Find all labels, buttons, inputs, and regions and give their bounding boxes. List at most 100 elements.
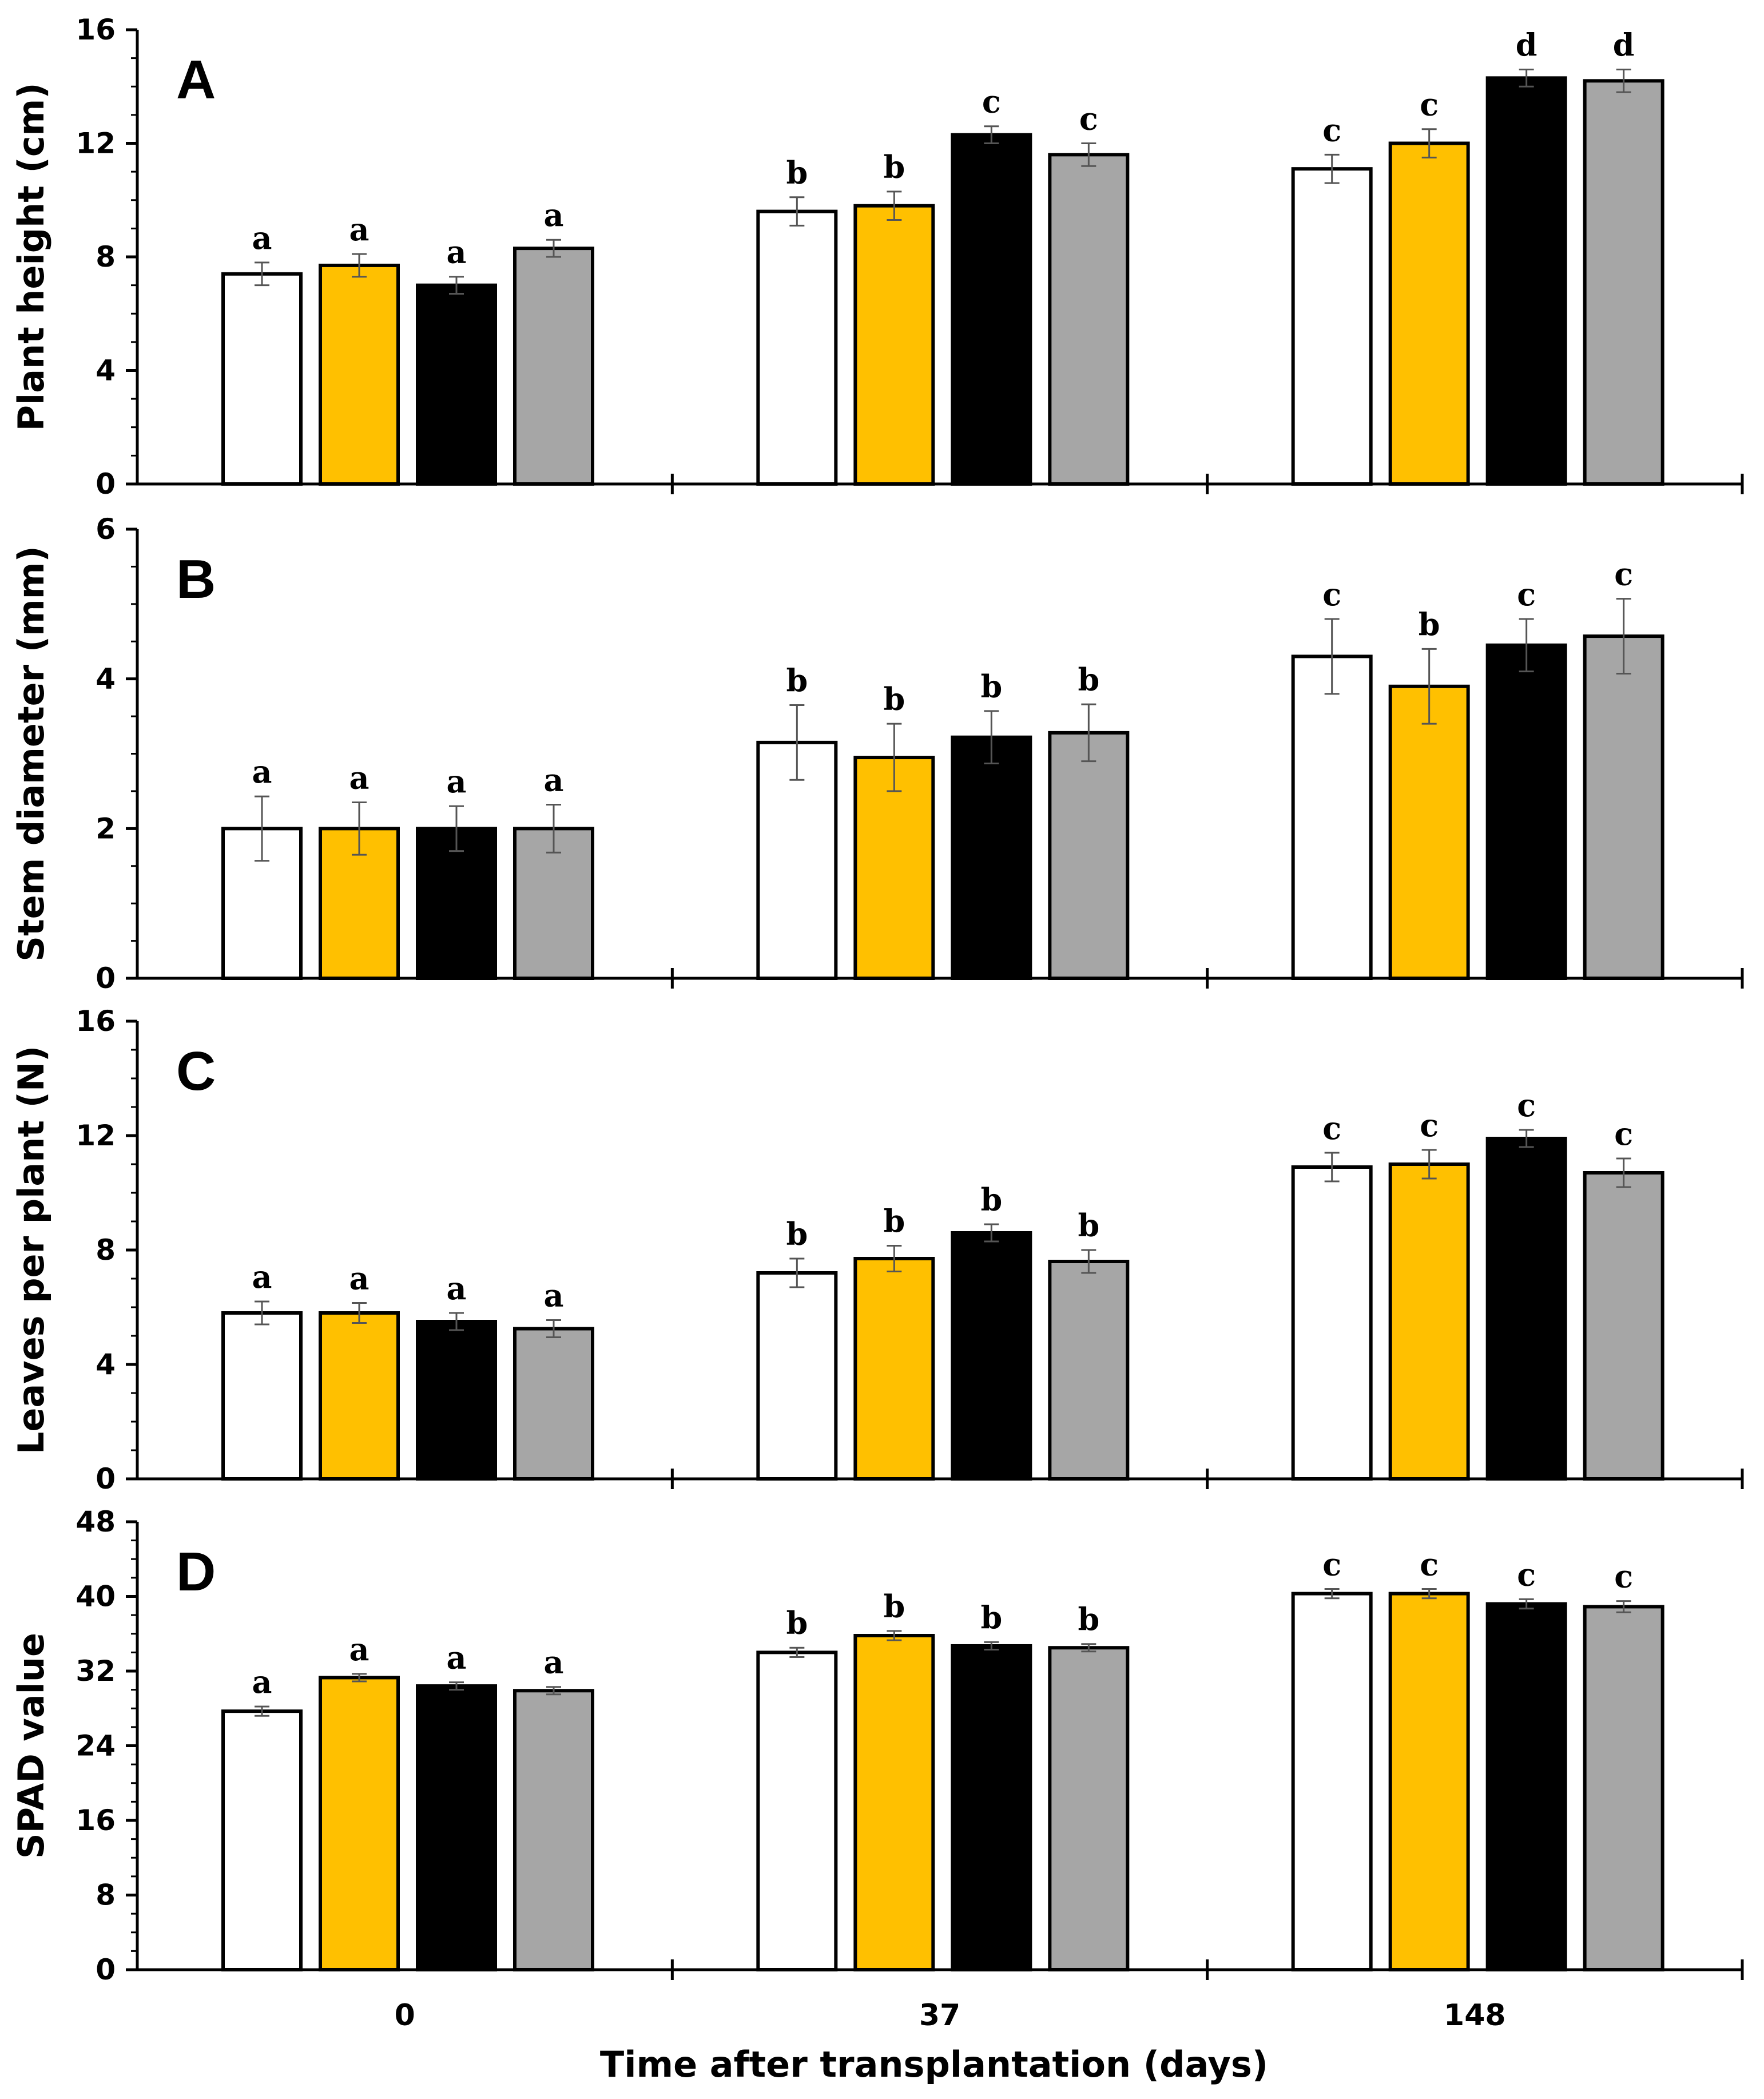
bar bbox=[1585, 1606, 1663, 1970]
bar bbox=[1050, 1648, 1127, 1970]
significance-label: b bbox=[786, 1605, 808, 1641]
significance-label: b bbox=[980, 1181, 1002, 1218]
bar bbox=[1585, 636, 1663, 978]
significance-label: a bbox=[447, 763, 467, 800]
bar bbox=[320, 1313, 398, 1479]
bar bbox=[758, 212, 836, 484]
bar bbox=[1390, 687, 1468, 978]
bar bbox=[1293, 1594, 1371, 1970]
y-tick-label: 8 bbox=[96, 1879, 116, 1912]
bar bbox=[1488, 645, 1566, 978]
y-axis-label: Leaves per plant (N) bbox=[10, 1046, 52, 1454]
panel-letter: A bbox=[176, 49, 216, 110]
bar bbox=[952, 135, 1030, 484]
significance-label: b bbox=[980, 668, 1002, 705]
significance-label: a bbox=[349, 211, 370, 248]
significance-label: a bbox=[447, 1640, 467, 1676]
significance-label: b bbox=[1078, 1207, 1099, 1244]
y-tick-label: 0 bbox=[96, 1953, 116, 1986]
y-tick-label: 4 bbox=[96, 1348, 116, 1381]
significance-label: c bbox=[1614, 1558, 1633, 1595]
y-axis-label: Plant height (cm) bbox=[10, 82, 52, 431]
significance-label: a bbox=[252, 220, 272, 256]
significance-label: a bbox=[544, 197, 564, 233]
significance-label: c bbox=[1420, 86, 1439, 123]
bar bbox=[223, 1313, 301, 1479]
significance-label: a bbox=[544, 761, 564, 798]
bar bbox=[223, 1711, 301, 1970]
y-tick-label: 40 bbox=[76, 1580, 116, 1613]
y-tick-label: 12 bbox=[76, 1119, 116, 1152]
significance-label: b bbox=[1078, 1601, 1099, 1638]
panel-A: 0 4 8 12 16 Plant height (cm) Aa a a a b b c c c c d d bbox=[10, 13, 1742, 501]
panel-D: 0 8 16 24 32 40 48 SPAD value Da a a a 0 b b b b 37 c c c c 14… bbox=[10, 1505, 1742, 2085]
bar bbox=[1585, 1173, 1663, 1479]
significance-label: c bbox=[1517, 576, 1536, 613]
bar bbox=[1488, 1138, 1566, 1479]
significance-label: b bbox=[883, 1588, 905, 1625]
bar bbox=[855, 1259, 933, 1479]
bar bbox=[855, 1636, 933, 1970]
bar bbox=[1390, 1594, 1468, 1970]
significance-label: c bbox=[1322, 576, 1341, 613]
y-tick-label: 8 bbox=[96, 1233, 116, 1267]
bar bbox=[1050, 1261, 1127, 1479]
significance-label: c bbox=[1517, 1087, 1536, 1124]
bar bbox=[758, 1652, 836, 1970]
significance-label: c bbox=[982, 84, 1001, 120]
significance-label: a bbox=[252, 1259, 272, 1295]
significance-label: b bbox=[786, 154, 808, 191]
significance-label: b bbox=[883, 149, 905, 185]
bar bbox=[515, 1691, 593, 1970]
bar bbox=[320, 265, 398, 484]
panel-letter: C bbox=[176, 1041, 216, 1102]
panel-B: 0 2 4 6 Stem diameter (mm) Ba a a a b b b b c b c c bbox=[10, 513, 1742, 995]
y-axis-label: SPAD value bbox=[10, 1633, 52, 1859]
significance-label: b bbox=[883, 681, 905, 717]
y-tick-label: 48 bbox=[76, 1505, 116, 1538]
significance-label: a bbox=[447, 1270, 467, 1307]
significance-label: b bbox=[883, 1203, 905, 1240]
significance-label: a bbox=[349, 1260, 370, 1297]
panel-letter: D bbox=[176, 1541, 216, 1602]
bar bbox=[1488, 1604, 1566, 1970]
y-tick-label: 4 bbox=[96, 662, 116, 696]
y-axis-label: Stem diameter (mm) bbox=[10, 546, 52, 961]
x-axis-label: Time after transplantation (days) bbox=[600, 2044, 1268, 2085]
y-tick-label: 8 bbox=[96, 240, 116, 273]
y-tick-label: 0 bbox=[96, 1462, 116, 1495]
significance-label: c bbox=[1322, 112, 1341, 148]
bar bbox=[1488, 78, 1566, 484]
significance-label: c bbox=[1322, 1546, 1341, 1582]
y-tick-label: 12 bbox=[76, 127, 116, 160]
x-tick-label: 0 bbox=[395, 1998, 415, 2033]
y-tick-label: 32 bbox=[76, 1654, 116, 1688]
bar bbox=[223, 274, 301, 484]
bar bbox=[1390, 1164, 1468, 1479]
significance-label: c bbox=[1079, 101, 1098, 137]
significance-label: b bbox=[786, 1216, 808, 1252]
bar bbox=[418, 1686, 495, 1970]
significance-label: b bbox=[1419, 606, 1440, 642]
bar bbox=[418, 1322, 495, 1479]
significance-label: d bbox=[1613, 26, 1635, 63]
significance-label: a bbox=[252, 753, 272, 790]
bar bbox=[952, 1646, 1030, 1970]
significance-label: c bbox=[1517, 1556, 1536, 1593]
four-panel-bar-chart: 0481216Plant height (cm)Aa aaab bc c ccd d024… bbox=[0, 0, 1764, 2099]
y-tick-label: 16 bbox=[76, 1804, 116, 1837]
bar bbox=[855, 206, 933, 484]
bar bbox=[320, 1677, 398, 1970]
significance-label: d bbox=[1516, 26, 1537, 63]
significance-label: b bbox=[980, 1599, 1002, 1636]
significance-label: a bbox=[544, 1644, 564, 1681]
y-tick-label: 2 bbox=[96, 812, 116, 845]
bar bbox=[952, 737, 1030, 978]
significance-label: a bbox=[349, 760, 370, 796]
significance-label: a bbox=[544, 1277, 564, 1314]
bar bbox=[1293, 169, 1371, 484]
significance-label: c bbox=[1322, 1110, 1341, 1146]
bar bbox=[1585, 81, 1663, 484]
y-tick-label: 6 bbox=[96, 513, 116, 546]
y-tick-label: 24 bbox=[76, 1729, 116, 1763]
